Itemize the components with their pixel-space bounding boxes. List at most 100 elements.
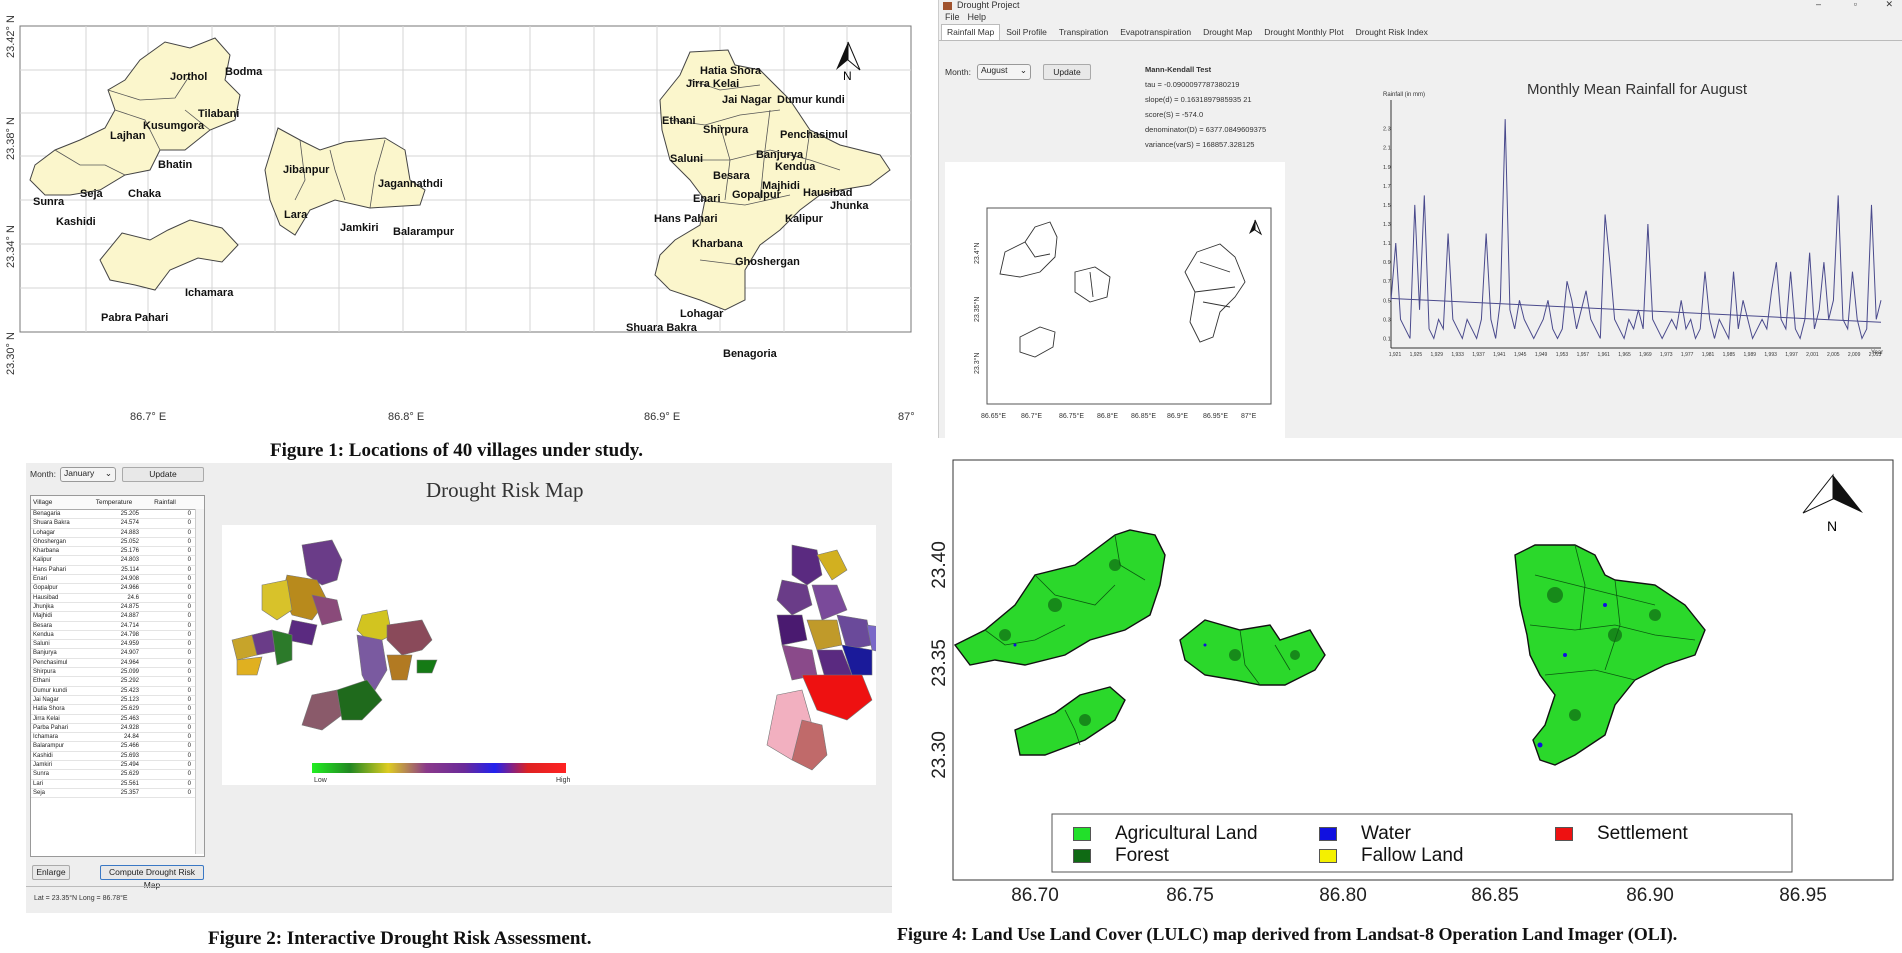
col-temperature[interactable]: Temperature xyxy=(95,499,133,506)
rainfall-map[interactable]: 23.4°N 23.35°N 23.3°N 86.65°E 86.7°E 86.… xyxy=(945,162,1285,438)
table-header: Village Temperature Rainfall xyxy=(31,496,204,510)
svg-text:N: N xyxy=(843,69,852,83)
tab-soil-profile[interactable]: Soil Profile xyxy=(1006,27,1047,37)
update-button[interactable]: Update xyxy=(1043,64,1091,80)
table-row[interactable]: Hans Pahari 25.114 0 xyxy=(31,566,204,576)
table-row[interactable]: Kharbana 25.176 0 xyxy=(31,547,204,557)
tab-drought-map[interactable]: Drought Map xyxy=(1203,27,1253,37)
figure-2-caption: Figure 2: Interactive Drought Risk Asses… xyxy=(208,928,592,949)
update-button[interactable]: Update xyxy=(122,467,204,482)
lulc-map: N 23.40 23.35 23.30 86.70 86.75 86.80 86… xyxy=(929,459,1894,906)
rainfall-series-line xyxy=(1390,119,1882,341)
menu-help[interactable]: Help xyxy=(967,12,987,22)
legend-swatch xyxy=(1073,827,1091,841)
village-cell: Parba Pahari xyxy=(33,724,69,731)
table-row[interactable]: Penchasimul 24.964 0 xyxy=(31,659,204,669)
legend-swatch xyxy=(1319,827,1337,841)
legend-item: Water xyxy=(1319,823,1411,845)
tab-rainfall-map[interactable]: Rainfall Map xyxy=(941,24,1001,40)
maximize-icon[interactable]: ▫ xyxy=(1853,0,1857,9)
table-row[interactable]: Jamkiri 25.494 0 xyxy=(31,761,204,771)
rainfall-cell: 0 xyxy=(187,631,191,638)
village-label: Shirpura xyxy=(703,124,749,136)
map-x-tick: 86.85°E xyxy=(1131,412,1156,420)
village-label: Pabra Pahari xyxy=(101,312,168,324)
rainfall-cell: 0 xyxy=(187,669,191,676)
village-label: Lajhan xyxy=(110,130,146,142)
table-row[interactable]: Hatia Shora 25.629 0 xyxy=(31,705,204,715)
tab-evapotranspiration[interactable]: Evapotranspiration xyxy=(1120,27,1192,37)
scrollbar[interactable] xyxy=(195,509,204,854)
rainfall-cell: 0 xyxy=(187,603,191,610)
table-row[interactable]: Saluni 24.959 0 xyxy=(31,640,204,650)
table-row[interactable]: Enari 24.908 0 xyxy=(31,575,204,585)
table-row[interactable]: Kendua 24.798 0 xyxy=(31,631,204,641)
rainfall-cell: 0 xyxy=(187,734,191,741)
risk-color-scale xyxy=(312,763,566,773)
table-row[interactable]: Seja 25.357 0 xyxy=(31,789,204,799)
y-tick: 23.40 xyxy=(929,541,950,589)
month-select[interactable]: January ⌄ xyxy=(60,467,116,482)
tab-drought-monthly-plot[interactable]: Drought Monthly Plot xyxy=(1264,27,1344,37)
village-table[interactable]: Village Temperature Rainfall Benagaria 25… xyxy=(30,495,205,857)
month-label: Month: xyxy=(945,67,971,77)
map-x-tick: 86.7°E xyxy=(1021,412,1042,420)
col-village[interactable]: Village xyxy=(33,499,53,506)
village-label: Shuara Bakra xyxy=(626,322,698,334)
table-row[interactable]: Lohagar 24.883 0 xyxy=(31,529,204,538)
temperature-cell: 24.966 xyxy=(120,585,139,592)
table-row[interactable]: Jirra Kelai 25.463 0 xyxy=(31,715,204,724)
figure-4: N 23.40 23.35 23.30 86.70 86.75 86.80 86… xyxy=(915,455,1902,925)
temperature-cell: 25.466 xyxy=(120,743,139,750)
village-cell: Kendua xyxy=(33,631,54,638)
table-row[interactable]: Parba Pahari 24.928 0 xyxy=(31,724,204,734)
table-row[interactable]: Kashidi 25.693 0 xyxy=(31,752,204,762)
table-row[interactable]: Shirpura 25.099 0 xyxy=(31,668,204,678)
x-tick: 86.90 xyxy=(1626,885,1674,906)
drought-risk-map[interactable]: Low High xyxy=(222,525,876,785)
menu-file[interactable]: File xyxy=(945,12,960,22)
table-row[interactable]: Shuara Bakra 24.574 0 xyxy=(31,519,204,529)
village-label: Dumur kundi xyxy=(777,94,845,106)
village-label: Hausibad xyxy=(803,187,853,199)
table-row[interactable]: Balarampur 25.466 0 xyxy=(31,742,204,752)
table-row[interactable]: Banjurya 24.907 0 xyxy=(31,649,204,659)
village-cell: Kashidi xyxy=(33,752,53,759)
rainfall-cell: 0 xyxy=(187,520,191,527)
month-select[interactable]: August ⌄ xyxy=(977,64,1031,80)
x-tick: 87° E xyxy=(898,411,915,423)
y-tick-label: 1.7 xyxy=(1383,184,1391,190)
table-row[interactable]: Majhidi 24.887 0 xyxy=(31,612,204,622)
table-row[interactable]: Kalipur 24.803 0 xyxy=(31,556,204,566)
table-row[interactable]: Lari 25.561 0 xyxy=(31,780,204,789)
table-row[interactable]: Ghoshergan 25.052 0 xyxy=(31,538,204,548)
village-label: Kashidi xyxy=(56,216,96,228)
table-row[interactable]: Ichamara 24.84 0 xyxy=(31,733,204,743)
table-row[interactable]: Sunra 25.629 0 xyxy=(31,770,204,780)
enlarge-button[interactable]: Enlarge xyxy=(32,865,70,880)
table-row[interactable]: Benagaria 25.205 0 xyxy=(31,510,204,520)
table-row[interactable]: Jai Nagar 25.123 0 xyxy=(31,696,204,706)
compute-drought-risk-map-button[interactable]: Compute Drought Risk Map xyxy=(100,865,204,890)
tab-drought-risk-index[interactable]: Drought Risk Index xyxy=(1355,27,1428,37)
temperature-cell: 25.693 xyxy=(120,752,139,759)
table-row[interactable]: Jhunjka 24.875 0 xyxy=(31,603,204,613)
table-row[interactable]: Besara 24.714 0 xyxy=(31,622,204,631)
x-tick-label: 2,013 xyxy=(1869,352,1882,358)
table-row[interactable]: Dumur kundi 25.423 0 xyxy=(31,687,204,696)
app-icon xyxy=(943,2,952,10)
tab-transpiration[interactable]: Transpiration xyxy=(1058,27,1109,37)
col-rainfall[interactable]: Rainfall xyxy=(154,499,176,506)
table-row[interactable]: Ethani 25.292 0 xyxy=(31,677,204,687)
table-row[interactable]: Hausibad 24.6 0 xyxy=(31,594,204,603)
minimize-icon[interactable]: – xyxy=(1815,0,1821,9)
y-tick-label: 1.3 xyxy=(1383,222,1391,228)
village-cell: Balarampur xyxy=(33,743,65,750)
rainfall-cell: 0 xyxy=(187,557,191,564)
y-tick-label: 0.5 xyxy=(1383,298,1391,304)
rainfall-cell: 0 xyxy=(187,650,191,657)
temperature-cell: 25.052 xyxy=(120,538,139,545)
close-icon[interactable]: ✕ xyxy=(1885,0,1893,9)
rainfall-cell: 0 xyxy=(187,594,191,601)
table-row[interactable]: Gopalpur 24.966 0 xyxy=(31,584,204,594)
